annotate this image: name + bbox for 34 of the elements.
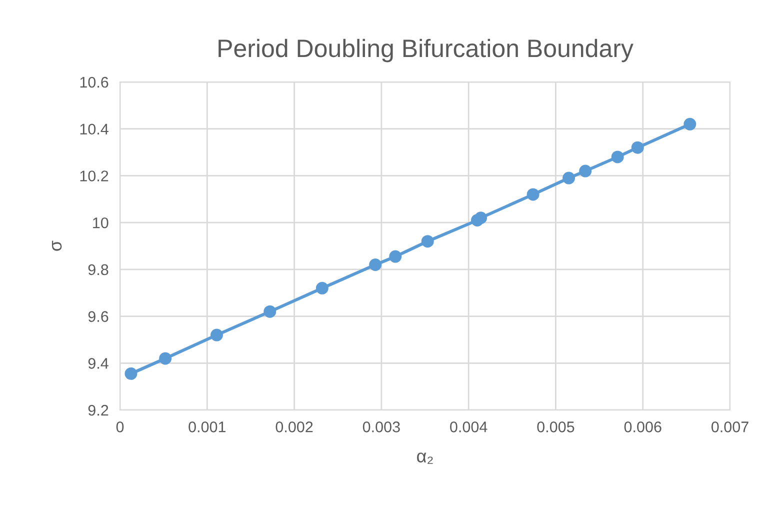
point xyxy=(159,352,172,365)
point xyxy=(474,212,488,224)
x-axis-title: α₂ xyxy=(417,452,433,464)
point xyxy=(611,150,624,164)
x-tick-label: 0.002 xyxy=(276,422,313,432)
point xyxy=(684,118,696,130)
x-tick-label: 0.006 xyxy=(624,422,662,432)
y-tick-label: 9.6 xyxy=(88,311,108,322)
point xyxy=(210,328,223,342)
x-tick-label: 0.004 xyxy=(450,422,488,432)
y-tick-label: 10.2 xyxy=(80,170,108,182)
point xyxy=(631,141,644,154)
y-tick-label: 10.4 xyxy=(80,124,108,135)
point xyxy=(562,172,576,184)
point xyxy=(526,188,540,201)
point xyxy=(579,164,592,178)
y-tick-label: 10.6 xyxy=(80,76,108,88)
point xyxy=(421,235,434,248)
y-tick-label: 9.8 xyxy=(88,264,108,276)
x-tick-label: 0.003 xyxy=(362,422,400,432)
y-tick-label: 10 xyxy=(93,217,108,228)
x-tick-label: 0.007 xyxy=(711,422,748,432)
point xyxy=(124,367,138,380)
x-tick-label: 0.005 xyxy=(537,422,574,432)
point xyxy=(316,282,328,294)
x-tick-label: 0 xyxy=(116,422,124,432)
x-tick-label: 0.001 xyxy=(188,422,226,432)
point xyxy=(264,305,276,318)
y-axis-title: σ xyxy=(52,240,62,251)
point xyxy=(389,250,402,263)
y-tick-label: 9.4 xyxy=(88,358,108,369)
chart-title: Period Doubling Bifurcation Boundary xyxy=(218,38,634,62)
point xyxy=(369,258,382,271)
y-tick-label: 9.2 xyxy=(88,404,108,416)
